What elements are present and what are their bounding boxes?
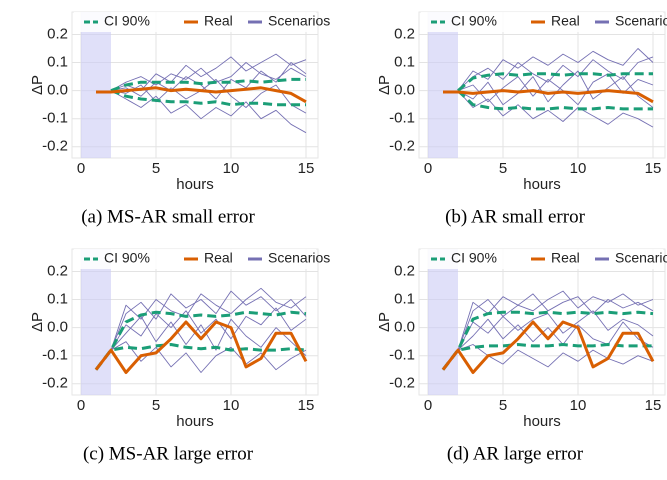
legend-label: CI 90% [451,13,497,29]
legend-label: Real [551,250,580,266]
plot-background [71,11,319,159]
y-tick-label: 0.2 [47,25,68,42]
panel: -0.2 -0.1 0.0 0.1 0.2 0 5 10 15 CI 90% Real Scenari… [376,11,667,227]
scenario-line [110,307,307,351]
ci-lower-line [441,343,653,371]
y-tick-label: -0.1 [42,347,68,364]
legend-label: CI 90% [104,13,150,29]
x-tick-label: 10 [223,397,240,414]
y-tick-label: -0.1 [389,110,415,127]
x-tick-label: 15 [298,160,315,177]
legend-label: Real [204,250,233,266]
x-tick-label: 0 [424,160,432,177]
plot-background [71,248,319,396]
ci-lower-line [110,89,306,107]
shaded-region [428,12,458,158]
x-tick-label: 10 [223,160,240,177]
y-axis-label: ΔP [376,312,393,332]
y-tick-label: -0.2 [389,375,415,392]
scenario-line [457,318,654,351]
plot-background [418,248,666,396]
legend-label: Scenarios [268,250,330,266]
y-tick-label: -0.2 [389,138,415,155]
panel: -0.2 -0.1 0.0 0.1 0.2 0 5 10 15 CI 90% Real Scenari… [376,248,667,464]
scenario-line [457,73,654,106]
y-tick-label: 0.0 [394,319,415,336]
x-tick-label: 15 [645,160,662,177]
panel: -0.2 -0.1 0.0 0.1 0.2 0 5 10 15 CI 90% Real Scenari… [29,248,330,464]
legend-label: Real [551,13,580,29]
x-tick-label: 5 [152,397,160,414]
real-line [94,320,308,374]
y-tick-label: 0.1 [47,291,68,308]
caption: (a) MS-AR small error [81,206,255,227]
ci-lower-line [456,89,653,111]
legend-label: Real [204,13,233,29]
ci-upper-line [94,310,307,371]
x-axis-label: hours [523,176,561,193]
x-tick-label: 15 [645,397,662,414]
x-tick-label: 5 [152,160,160,177]
caption: (c) MS-AR large error [83,443,254,464]
y-tick-label: 0.0 [47,319,68,336]
x-tick-label: 5 [499,160,507,177]
legend-label: Scenarios [268,13,330,29]
scenario-line [457,344,654,368]
y-tick-label: 0.2 [47,262,68,279]
y-tick-label: 0.2 [394,25,415,42]
y-tick-label: -0.2 [42,375,68,392]
caption: (d) AR large error [447,443,584,464]
shaded-region [81,249,111,395]
x-tick-label: 10 [570,397,587,414]
scenario-line [110,62,307,91]
scenario-line [457,290,654,351]
y-tick-label: 0.2 [394,262,415,279]
y-tick-label: 0.1 [394,291,415,308]
shaded-region [81,12,111,158]
x-axis-label: hours [176,176,214,193]
ci-upper-line [110,77,306,93]
y-axis-label: ΔP [29,75,46,95]
scenario-line [110,315,307,357]
y-tick-label: -0.1 [42,110,68,127]
y-tick-label: 0.1 [47,54,68,71]
caption: (b) AR small error [445,206,586,227]
y-axis-label: ΔP [376,75,393,95]
legend-label: CI 90% [104,250,150,266]
legend-label: CI 90% [451,250,497,266]
x-tick-label: 5 [499,397,507,414]
y-tick-label: 0.0 [394,82,415,99]
x-axis-label: hours [176,413,214,430]
ci-upper-line [457,72,653,92]
y-tick-label: -0.2 [42,138,68,155]
ci-lower-line [94,343,307,371]
panel: -0.2 -0.1 0.0 0.1 0.2 0 5 10 15 CI 90% Real Scenari… [29,11,330,227]
x-axis-label: hours [523,413,561,430]
scenario-line [457,310,654,351]
x-tick-label: 10 [570,160,587,177]
real-line [441,320,655,374]
scenario-line [110,290,307,351]
y-tick-label: 0.1 [394,54,415,71]
y-tick-label: 0.0 [47,82,68,99]
x-tick-label: 0 [77,160,85,177]
real-line [443,89,654,104]
scenario-line [110,341,307,373]
scenario-line [457,90,654,128]
scenario-line [110,90,307,134]
legend-label: Scenarios [615,250,667,266]
y-axis-label: ΔP [29,312,46,332]
y-tick-label: -0.1 [389,347,415,364]
x-tick-label: 15 [298,397,315,414]
x-tick-label: 0 [77,397,85,414]
scenario-line [457,48,654,91]
real-line [96,86,307,104]
ci-upper-line [441,310,654,371]
shaded-region [428,249,458,395]
legend-label: Scenarios [615,13,667,29]
x-tick-label: 0 [424,397,432,414]
scenario-line [457,293,654,351]
